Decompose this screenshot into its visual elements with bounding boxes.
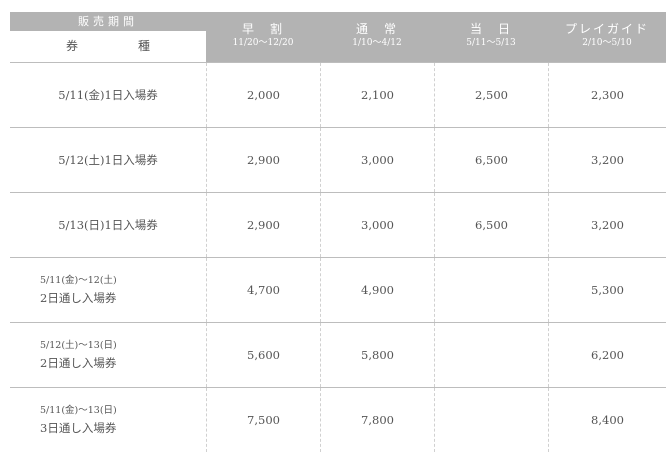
ticket-type-header-char: 券 — [65, 39, 78, 53]
price-value: 4,900 — [361, 283, 394, 297]
ticket-type: 2日通し入場券 — [40, 356, 117, 370]
price-value: 5,800 — [361, 348, 394, 362]
price-value: 5,300 — [591, 283, 624, 297]
price-cell: 2,900 — [206, 128, 320, 192]
price-cell: 4,900 — [320, 258, 434, 322]
price-cell: 6,500 — [434, 193, 548, 257]
ticket-dates: 5/12(土)〜13(日) — [40, 340, 117, 351]
column-title: 早 割 — [241, 22, 284, 36]
price-value: 3,000 — [361, 218, 394, 232]
column-header-regular: 通 常 1/10〜4/12 — [320, 12, 434, 62]
price-cell: 8,400 — [548, 388, 666, 452]
ticket-name: 5/11(金)1日入場券 — [10, 63, 206, 127]
price-columns-header: 早 割 11/20〜12/20 通 常 1/10〜4/12 当 日 5/11〜5/13… — [206, 12, 666, 62]
table-row: 5/13(日)1日入場券 2,900 3,000 6,500 3,200 — [10, 192, 666, 257]
ticket-dates: 5/11(金)〜13(日) — [40, 405, 117, 416]
price-cell: 7,500 — [206, 388, 320, 452]
ticket-type: 2日通し入場券 — [40, 291, 117, 305]
price-value: 8,400 — [591, 413, 624, 427]
table-row: 5/11(金)〜13(日) 3日通し入場券 7,500 7,800 8,400 — [10, 387, 666, 452]
price-value: 2,900 — [247, 153, 280, 167]
table-row: 5/11(金)〜12(土) 2日通し入場券 4,700 4,900 5,300 — [10, 257, 666, 322]
price-cell: 3,200 — [548, 193, 666, 257]
ticket-type: 3日通し入場券 — [40, 421, 117, 435]
ticket-name: 5/11(金)〜12(土) 2日通し入場券 — [10, 258, 206, 322]
price-value: 7,800 — [361, 413, 394, 427]
price-cell: 6,500 — [434, 128, 548, 192]
ticket-name: 5/12(土)〜13(日) 2日通し入場券 — [10, 323, 206, 387]
price-value: 4,700 — [247, 283, 280, 297]
price-value: 2,500 — [475, 88, 508, 102]
price-value: 3,200 — [591, 218, 624, 232]
price-cell: 4,700 — [206, 258, 320, 322]
ticket-label: 5/13(日)1日入場券 — [58, 218, 158, 232]
price-value: 6,500 — [475, 218, 508, 232]
ticket-label: 5/11(金)1日入場券 — [58, 88, 158, 102]
sales-period-header: 販売期間 — [10, 12, 206, 31]
price-cell: 2,000 — [206, 63, 320, 127]
price-value: 3,000 — [361, 153, 394, 167]
ticket-name: 5/12(土)1日入場券 — [10, 128, 206, 192]
price-cell: 6,200 — [548, 323, 666, 387]
table-row: 5/12(土)1日入場券 2,900 3,000 6,500 3,200 — [10, 127, 666, 192]
price-cell: 2,900 — [206, 193, 320, 257]
price-cell — [434, 323, 548, 387]
ticket-label: 5/12(土)1日入場券 — [58, 153, 158, 167]
price-value: 2,900 — [247, 218, 280, 232]
price-cell: 3,200 — [548, 128, 666, 192]
ticket-name: 5/11(金)〜13(日) 3日通し入場券 — [10, 388, 206, 452]
table-row: 5/11(金)1日入場券 2,000 2,100 2,500 2,300 — [10, 62, 666, 127]
column-header-play-guide: プレイガイド 2/10〜5/10 — [548, 12, 666, 62]
price-value: 2,300 — [591, 88, 624, 102]
price-cell: 3,000 — [320, 193, 434, 257]
price-cell: 2,100 — [320, 63, 434, 127]
price-cell: 5,300 — [548, 258, 666, 322]
column-title: 当 日 — [469, 22, 512, 36]
price-value: 2,000 — [247, 88, 280, 102]
price-value: 6,200 — [591, 348, 624, 362]
column-title: プレイガイド — [564, 22, 649, 36]
price-cell: 7,800 — [320, 388, 434, 452]
price-value: 5,600 — [247, 348, 280, 362]
price-cell: 5,800 — [320, 323, 434, 387]
column-dates: 11/20〜12/20 — [232, 38, 294, 48]
price-value: 3,200 — [591, 153, 624, 167]
price-value: 6,500 — [475, 153, 508, 167]
price-cell: 2,300 — [548, 63, 666, 127]
price-cell — [434, 258, 548, 322]
table-row: 5/12(土)〜13(日) 2日通し入場券 5,600 5,800 6,200 — [10, 322, 666, 387]
column-dates: 5/11〜5/13 — [466, 38, 516, 48]
column-header-early: 早 割 11/20〜12/20 — [206, 12, 320, 62]
column-title: 通 常 — [355, 22, 398, 36]
ticket-dates: 5/11(金)〜12(土) — [40, 275, 117, 286]
price-value: 2,100 — [361, 88, 394, 102]
column-dates: 1/10〜4/12 — [352, 38, 402, 48]
price-cell: 3,000 — [320, 128, 434, 192]
price-cell: 5,600 — [206, 323, 320, 387]
column-dates: 2/10〜5/10 — [582, 38, 632, 48]
ticket-type-header: 券種 — [10, 31, 206, 62]
price-cell — [434, 388, 548, 452]
column-header-same-day: 当 日 5/11〜5/13 — [434, 12, 548, 62]
ticket-name: 5/13(日)1日入場券 — [10, 193, 206, 257]
ticket-type-header-char: 種 — [138, 39, 151, 53]
price-value: 7,500 — [247, 413, 280, 427]
price-cell: 2,500 — [434, 63, 548, 127]
